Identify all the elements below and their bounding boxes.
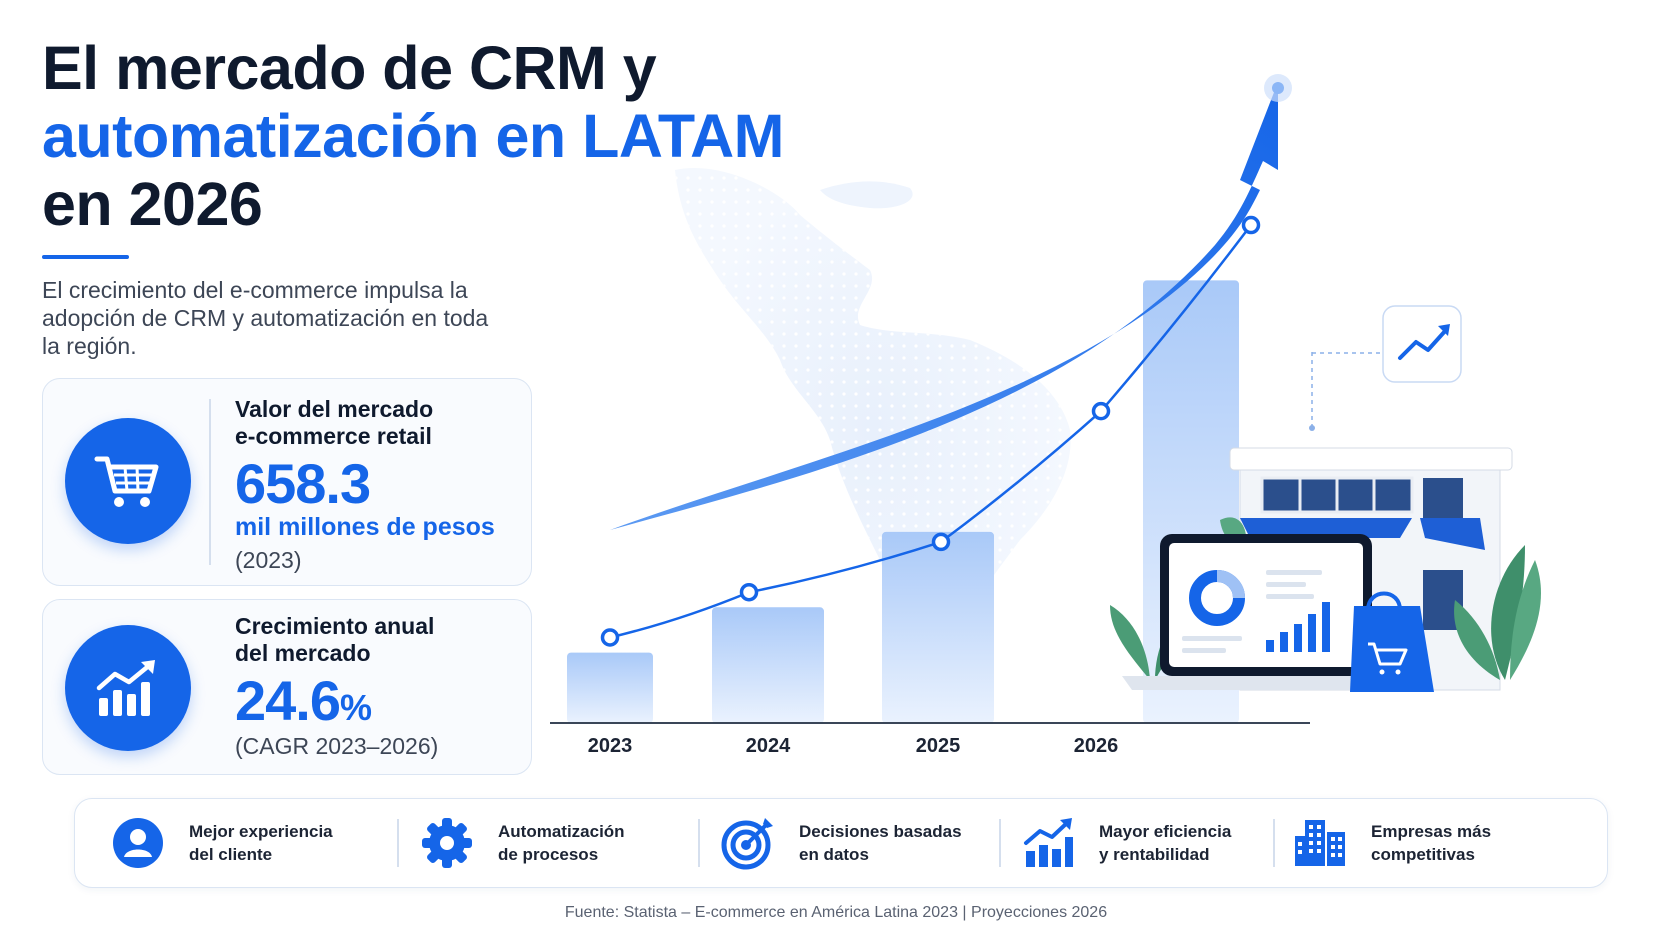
growth-arrow	[610, 74, 1292, 530]
x-tick-label-2026: 2026	[1074, 735, 1119, 757]
trend-points	[600, 215, 1261, 647]
trend-point	[739, 582, 759, 602]
benefit-customer-experience: Mejor experiencia del cliente	[109, 799, 333, 887]
trend-up-icon	[1398, 328, 1448, 360]
source-footnote: Fuente: Statista – E-commerce en América…	[564, 904, 1108, 921]
benefits-strip: Mejor experiencia del cliente Automatiza…	[74, 798, 1608, 888]
market-value-unit: mil millones de pesos	[235, 513, 495, 541]
title-line-1: El mercado de CRM y	[42, 34, 657, 102]
benefit-divider	[397, 819, 399, 867]
label-line-2: e-commerce retail	[235, 423, 432, 449]
subtitle: El crecimiento del e-commerce impulsa la…	[42, 277, 489, 359]
trend-point	[600, 628, 620, 647]
bar-2023	[567, 652, 653, 723]
x-tick-label-2023: 2023	[588, 735, 633, 757]
laptop-dashboard-illustration	[1122, 534, 1410, 690]
shopping-cart-icon	[65, 418, 191, 544]
annual-growth-card: Crecimiento anual del mercado 24.6% (CAG…	[42, 599, 532, 775]
benefit-divider	[999, 819, 1001, 867]
x-tick-label-2024: 2024	[746, 735, 791, 757]
trend-point	[931, 532, 951, 552]
label-line-1: Valor del mercado	[235, 396, 434, 422]
target-icon	[719, 814, 777, 872]
growth-percent-sign: %	[340, 687, 372, 728]
gear-icon	[418, 814, 476, 872]
annual-growth-number: 24.6%	[235, 669, 372, 738]
market-value-label: Valor del mercado e-commerce retail	[235, 396, 433, 450]
benefit-competitiveness: Empresas más competitivas	[1291, 799, 1491, 887]
annual-growth-note: (CAGR 2023–2026)	[235, 733, 439, 759]
benefit-divider	[1273, 819, 1275, 867]
benefit-label: Mejor experiencia del cliente	[189, 822, 333, 864]
label-line-1: Crecimiento anual	[235, 613, 435, 639]
title-underline	[42, 255, 129, 259]
growth-chart: 2023 2024 2025 2026	[550, 74, 1541, 757]
bar-2024	[712, 607, 824, 723]
trend-point	[1241, 215, 1261, 235]
user-icon	[109, 814, 167, 872]
benefit-efficiency: Mayor eficiencia y rentabilidad	[1019, 799, 1231, 887]
title-line-3: en 2026	[42, 170, 263, 238]
trend-tile	[1309, 305, 1462, 431]
buildings-icon	[1291, 814, 1349, 872]
bar-chart-growth-icon	[1019, 814, 1077, 872]
trend-point	[1091, 401, 1111, 421]
title-line-2: automatización en LATAM	[42, 102, 784, 170]
benefit-process-automation: Automatización de procesos	[418, 799, 625, 887]
benefit-data-decisions: Decisiones basadas en datos	[719, 799, 962, 887]
benefit-divider	[698, 819, 700, 867]
market-value-card: Valor del mercado e-commerce retail 658.…	[42, 378, 532, 586]
growth-chart-icon	[65, 625, 191, 751]
annual-growth-label: Crecimiento anual del mercado	[235, 613, 434, 667]
shopping-bag-icon	[1350, 591, 1434, 692]
benefit-label: Empresas más competitivas	[1371, 822, 1492, 864]
card-divider	[209, 399, 211, 565]
page-title: El mercado de CRM y automatización en LA…	[42, 34, 922, 238]
benefit-label: Automatización de procesos	[498, 822, 625, 864]
bar-2025	[882, 531, 994, 723]
bars-group	[567, 280, 1239, 723]
arrow-glow-core	[1272, 82, 1284, 94]
x-tick-label-2025: 2025	[916, 735, 961, 757]
benefit-label: Decisiones basadas en datos	[799, 822, 962, 864]
x-axis-labels: 2023 2024 2025 2026	[588, 735, 1119, 757]
market-value-number: 658.3	[235, 452, 371, 515]
benefit-label: Mayor eficiencia y rentabilidad	[1099, 822, 1232, 864]
market-value-year: (2023)	[235, 547, 302, 573]
label-line-2: del mercado	[235, 640, 371, 666]
growth-value: 24.6	[235, 669, 341, 732]
